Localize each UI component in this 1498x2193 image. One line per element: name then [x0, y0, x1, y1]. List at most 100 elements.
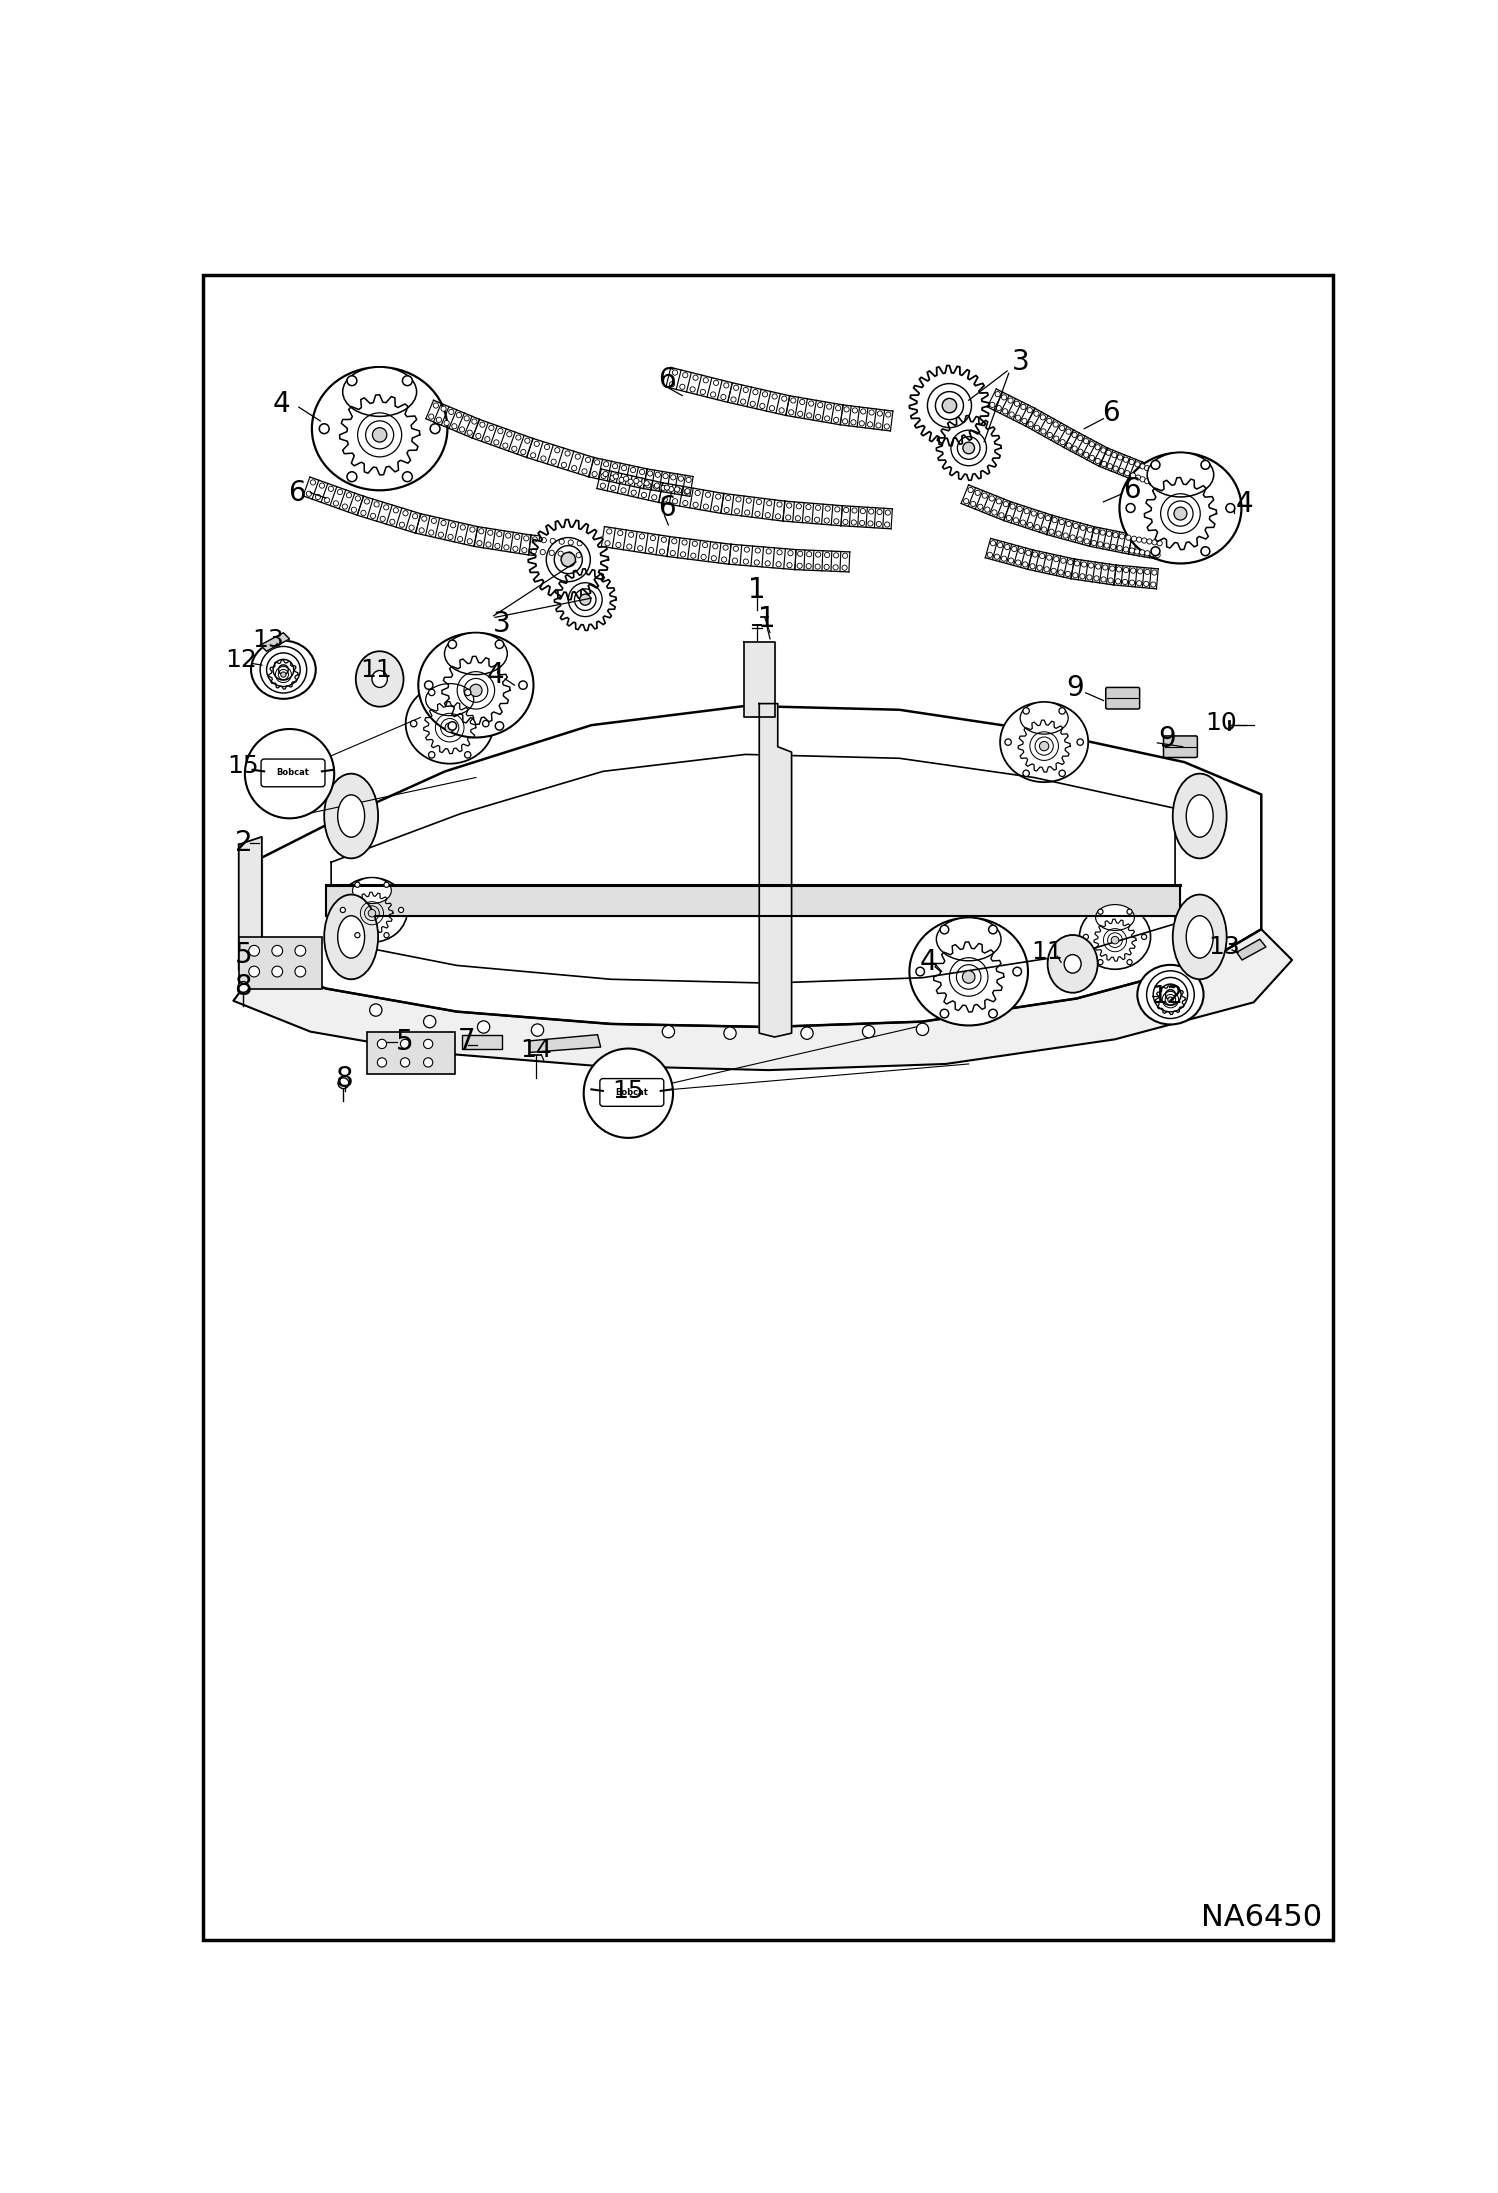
Circle shape	[1035, 425, 1040, 430]
Circle shape	[753, 390, 758, 395]
Circle shape	[662, 498, 668, 502]
Polygon shape	[238, 838, 262, 969]
Circle shape	[1098, 961, 1103, 965]
Circle shape	[1100, 531, 1106, 535]
Circle shape	[1073, 524, 1079, 529]
Circle shape	[797, 504, 801, 509]
Circle shape	[694, 502, 698, 507]
Ellipse shape	[1080, 904, 1150, 969]
Circle shape	[685, 489, 689, 493]
Circle shape	[1109, 577, 1113, 583]
Circle shape	[1147, 539, 1152, 544]
Circle shape	[424, 1057, 433, 1068]
Circle shape	[1158, 485, 1162, 489]
Circle shape	[1005, 544, 1010, 550]
Ellipse shape	[425, 684, 473, 715]
Polygon shape	[268, 660, 298, 689]
Circle shape	[1089, 456, 1095, 461]
Circle shape	[1112, 452, 1118, 458]
Circle shape	[1040, 414, 1046, 419]
Circle shape	[1126, 504, 1135, 513]
Circle shape	[1088, 575, 1092, 579]
Text: 14: 14	[520, 1037, 551, 1061]
Circle shape	[497, 531, 502, 537]
Circle shape	[532, 1024, 544, 1037]
Text: 3: 3	[493, 610, 511, 638]
Circle shape	[694, 375, 698, 379]
Circle shape	[472, 419, 476, 423]
Circle shape	[629, 533, 634, 537]
Circle shape	[1077, 739, 1083, 746]
Circle shape	[825, 507, 830, 511]
Circle shape	[815, 504, 821, 511]
Circle shape	[1107, 463, 1113, 469]
Circle shape	[238, 982, 249, 993]
Circle shape	[765, 548, 771, 555]
Circle shape	[851, 520, 857, 524]
Circle shape	[733, 557, 737, 564]
Circle shape	[724, 507, 730, 513]
Circle shape	[580, 594, 590, 605]
Ellipse shape	[352, 877, 391, 904]
Circle shape	[374, 502, 379, 507]
Circle shape	[464, 752, 470, 759]
Circle shape	[1061, 557, 1067, 564]
Polygon shape	[424, 702, 476, 754]
Polygon shape	[340, 395, 419, 476]
Circle shape	[673, 498, 677, 504]
Circle shape	[383, 504, 389, 511]
Circle shape	[1004, 502, 1008, 507]
Circle shape	[410, 721, 416, 726]
Circle shape	[806, 504, 810, 509]
Circle shape	[884, 423, 890, 430]
Circle shape	[1153, 482, 1158, 487]
Circle shape	[568, 539, 574, 546]
Text: 12: 12	[225, 647, 258, 671]
Circle shape	[978, 504, 983, 509]
Circle shape	[867, 522, 873, 526]
Circle shape	[638, 546, 643, 550]
Circle shape	[271, 945, 283, 956]
Circle shape	[577, 553, 581, 557]
Circle shape	[989, 925, 998, 934]
Circle shape	[506, 432, 512, 436]
Circle shape	[713, 544, 718, 548]
Circle shape	[1095, 564, 1101, 570]
Circle shape	[334, 500, 339, 507]
Circle shape	[601, 474, 607, 478]
Text: Bobcat: Bobcat	[276, 768, 309, 776]
Circle shape	[377, 1057, 386, 1068]
Text: 4: 4	[1236, 491, 1254, 518]
Circle shape	[1118, 546, 1122, 550]
Polygon shape	[909, 366, 990, 445]
Polygon shape	[530, 1035, 601, 1053]
Circle shape	[1095, 445, 1100, 450]
Circle shape	[1056, 531, 1061, 537]
Circle shape	[451, 522, 455, 529]
Circle shape	[1052, 518, 1058, 522]
Circle shape	[1010, 504, 1016, 509]
Circle shape	[433, 404, 439, 408]
Circle shape	[833, 417, 839, 423]
Circle shape	[1101, 577, 1106, 581]
Circle shape	[1088, 526, 1092, 533]
Circle shape	[482, 721, 488, 726]
Circle shape	[680, 553, 686, 557]
Circle shape	[521, 548, 527, 553]
Text: 6: 6	[1124, 476, 1141, 504]
Polygon shape	[1155, 985, 1185, 1015]
Circle shape	[653, 485, 659, 489]
Circle shape	[834, 507, 840, 511]
Circle shape	[337, 489, 343, 496]
Circle shape	[485, 436, 490, 441]
Circle shape	[1162, 474, 1167, 478]
Circle shape	[649, 548, 653, 553]
Circle shape	[1152, 570, 1156, 575]
Ellipse shape	[1137, 965, 1203, 1024]
Circle shape	[1044, 566, 1049, 572]
Circle shape	[403, 471, 412, 482]
Circle shape	[419, 529, 424, 533]
Circle shape	[1089, 441, 1095, 447]
Circle shape	[941, 1009, 948, 1018]
Circle shape	[1023, 770, 1029, 776]
